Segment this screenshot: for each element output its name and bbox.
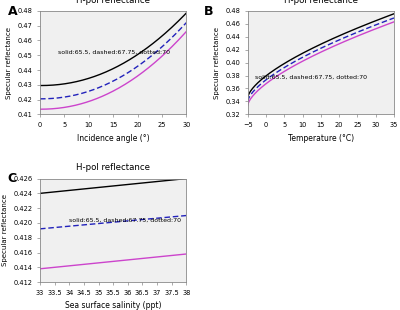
Text: solid:65.5, dashed:67.75, dotted:70: solid:65.5, dashed:67.75, dotted:70 — [58, 50, 170, 55]
Text: B: B — [204, 5, 213, 18]
Text: solid:65.5, dashed:67.75, dotted:70: solid:65.5, dashed:67.75, dotted:70 — [255, 75, 367, 80]
Title: H-pol reflectance: H-pol reflectance — [284, 0, 358, 5]
X-axis label: Sea surface salinity (ppt): Sea surface salinity (ppt) — [65, 301, 161, 310]
Y-axis label: Specular reflectance: Specular reflectance — [6, 27, 12, 99]
Text: A: A — [8, 5, 18, 18]
Y-axis label: Specular reflectance: Specular reflectance — [2, 194, 8, 266]
Text: C: C — [8, 172, 17, 185]
Text: solid:65.5, dashed:67.75, dotted:70: solid:65.5, dashed:67.75, dotted:70 — [69, 218, 181, 223]
X-axis label: Temperature (°C): Temperature (°C) — [288, 134, 354, 143]
Title: H-pol reflectance: H-pol reflectance — [76, 0, 150, 5]
X-axis label: Incidence angle (°): Incidence angle (°) — [77, 134, 150, 143]
Y-axis label: Specular reflectance: Specular reflectance — [214, 27, 220, 99]
Title: H-pol reflectance: H-pol reflectance — [76, 163, 150, 172]
